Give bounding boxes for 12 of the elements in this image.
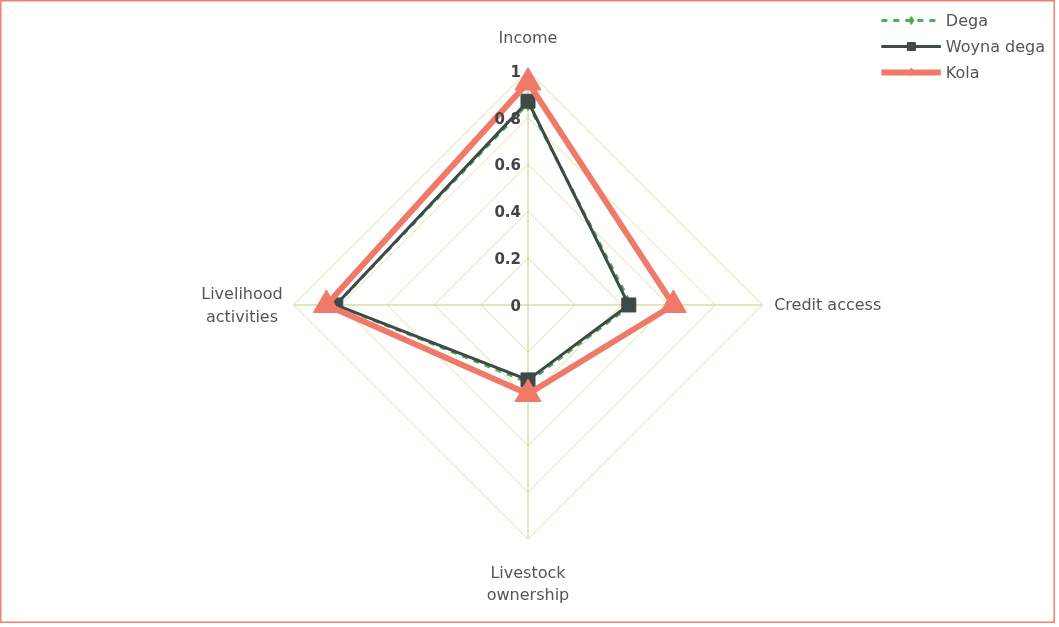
y-tick-label: 0.2 bbox=[494, 250, 521, 269]
legend-label: Woyna dega bbox=[945, 36, 1045, 56]
y-tick-label: 1 bbox=[510, 62, 521, 81]
spoke-label: Income bbox=[498, 28, 558, 48]
legend-label: Kola bbox=[945, 62, 980, 82]
spoke-label: Livestock ownership bbox=[486, 562, 570, 605]
legend-label: Dega bbox=[945, 10, 988, 30]
spoke-label: Livelihood activities bbox=[201, 284, 283, 326]
spoke-label: Credit access bbox=[774, 295, 882, 315]
y-tick-label: 0 bbox=[510, 296, 521, 315]
y-tick-label: 0.6 bbox=[494, 156, 521, 175]
y-tick-label: 0.4 bbox=[494, 203, 521, 222]
